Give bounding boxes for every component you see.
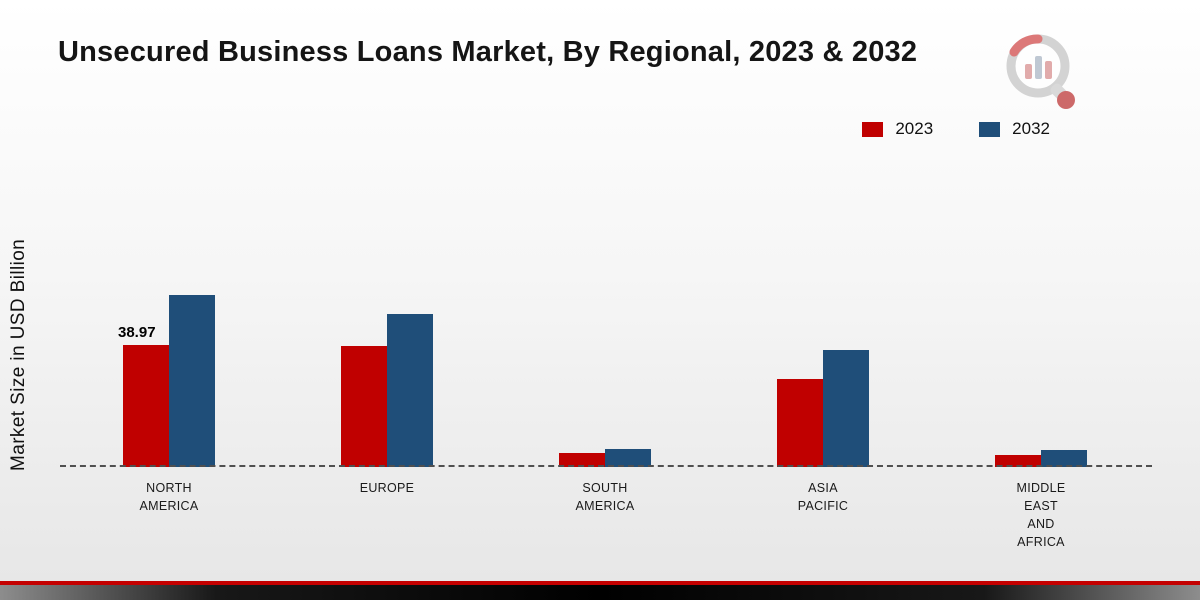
bar-group-south-america xyxy=(559,257,651,467)
bar-wrap xyxy=(605,257,651,467)
bar-value-label: 38.97 xyxy=(118,324,156,341)
bar-wrap xyxy=(1041,257,1087,467)
bar-wrap xyxy=(559,257,605,467)
category-label-asia-pacific: ASIA PACIFIC xyxy=(797,481,849,513)
logo-bar-3 xyxy=(1045,61,1052,79)
bar-group-asia-pacific xyxy=(777,257,869,467)
bar-2032-middle-east-and-africa xyxy=(1041,450,1087,467)
bar-2032-europe xyxy=(387,314,433,467)
legend-swatch-2032 xyxy=(979,121,1001,137)
category-label-south-america: SOUTH AMERICA xyxy=(575,481,635,513)
bar-wrap xyxy=(995,257,1041,467)
bar-2023-north-america xyxy=(123,345,169,467)
brand-logo xyxy=(1006,34,1075,109)
y-axis-label: Market Size in USD Billion xyxy=(8,238,29,472)
bar-2023-middle-east-and-africa xyxy=(995,455,1041,467)
bar-2032-north-america xyxy=(169,295,215,467)
category-label-europe: EUROPE xyxy=(359,481,415,495)
legend-label-2032: 2032 xyxy=(1012,119,1050,138)
category-label-north-america: NORTH AMERICA xyxy=(139,481,199,513)
x-axis-line xyxy=(60,465,1152,467)
bar-2023-south-america xyxy=(559,453,605,467)
legend-swatch-2023 xyxy=(862,121,884,137)
legend: 2023 2032 xyxy=(862,119,1050,139)
legend-item-2023: 2023 xyxy=(862,119,933,139)
footer-dark-band xyxy=(0,585,1200,600)
bar-2023-asia-pacific xyxy=(777,379,823,467)
logo-bar-2 xyxy=(1035,56,1042,79)
category-labels: NORTH AMERICA EUROPE SOUTH AMERICA ASIA PACIFI… xyxy=(60,479,1150,551)
category-label-middle-east-and-africa: MIDDLE EAST AND AFRICA xyxy=(1016,481,1066,549)
bar-group-europe xyxy=(341,257,433,467)
logo-handle-tip xyxy=(1057,91,1075,109)
bar-2032-south-america xyxy=(605,449,651,467)
plot-area: 38.97 xyxy=(60,257,1150,467)
logo-bar-1 xyxy=(1025,64,1032,79)
bar-group-north-america: 38.97 xyxy=(118,257,215,467)
legend-item-2032: 2032 xyxy=(979,119,1050,139)
legend-label-2023: 2023 xyxy=(895,119,934,138)
bar-wrap xyxy=(823,257,869,467)
bar-wrap xyxy=(169,257,215,467)
bar-wrap xyxy=(341,257,387,467)
bar-wrap xyxy=(387,257,433,467)
bar-wrap xyxy=(777,257,823,467)
bar-group-middle-east-and-africa xyxy=(995,257,1087,467)
footer-red-line xyxy=(0,581,1200,585)
bar-wrap: 38.97 xyxy=(118,257,169,467)
logo-red-arc xyxy=(1009,34,1043,57)
chart-title: Unsecured Business Loans Market, By Regi… xyxy=(58,36,918,68)
bar-2023-europe xyxy=(341,346,387,467)
bar-2032-asia-pacific xyxy=(823,350,869,467)
